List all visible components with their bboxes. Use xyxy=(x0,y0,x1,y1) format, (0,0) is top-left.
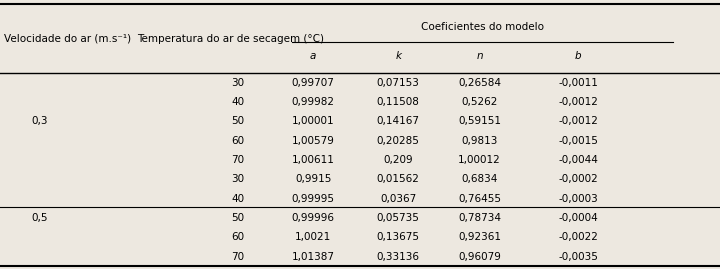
Text: -0,0002: -0,0002 xyxy=(558,174,598,184)
Text: 0,07153: 0,07153 xyxy=(377,78,420,88)
Text: Coeficientes do modelo: Coeficientes do modelo xyxy=(421,22,544,32)
Text: 0,14167: 0,14167 xyxy=(377,116,420,126)
Text: k: k xyxy=(395,51,401,62)
Text: 0,76455: 0,76455 xyxy=(458,194,501,204)
Text: 1,0021: 1,0021 xyxy=(295,232,331,242)
Text: 0,5262: 0,5262 xyxy=(462,97,498,107)
Text: -0,0012: -0,0012 xyxy=(558,116,598,126)
Text: 1,01387: 1,01387 xyxy=(292,252,335,262)
Text: -0,0003: -0,0003 xyxy=(558,194,598,204)
Text: -0,0035: -0,0035 xyxy=(558,252,598,262)
Text: -0,0004: -0,0004 xyxy=(558,213,598,223)
Text: 0,99996: 0,99996 xyxy=(292,213,335,223)
Text: 1,00579: 1,00579 xyxy=(292,136,335,146)
Text: Velocidade do ar (m.s⁻¹): Velocidade do ar (m.s⁻¹) xyxy=(4,34,131,44)
Text: 0,26584: 0,26584 xyxy=(458,78,501,88)
Text: 0,9813: 0,9813 xyxy=(462,136,498,146)
Text: b: b xyxy=(575,51,582,62)
Text: 1,00611: 1,00611 xyxy=(292,155,335,165)
Text: 40: 40 xyxy=(231,194,244,204)
Text: 0,13675: 0,13675 xyxy=(377,232,420,242)
Text: -0,0012: -0,0012 xyxy=(558,97,598,107)
Text: 0,01562: 0,01562 xyxy=(377,174,420,184)
Text: 0,78734: 0,78734 xyxy=(458,213,501,223)
Text: n: n xyxy=(476,51,483,62)
Text: 70: 70 xyxy=(231,155,244,165)
Text: 0,96079: 0,96079 xyxy=(458,252,501,262)
Text: 0,9915: 0,9915 xyxy=(295,174,331,184)
Text: 60: 60 xyxy=(231,232,244,242)
Text: Temperatura do ar de secagem (°C): Temperatura do ar de secagem (°C) xyxy=(137,34,324,44)
Text: 30: 30 xyxy=(231,174,244,184)
Text: 0,6834: 0,6834 xyxy=(462,174,498,184)
Text: 0,59151: 0,59151 xyxy=(458,116,501,126)
Text: 0,5: 0,5 xyxy=(32,213,48,223)
Text: 0,05735: 0,05735 xyxy=(377,213,420,223)
Text: -0,0011: -0,0011 xyxy=(558,78,598,88)
Text: 1,00001: 1,00001 xyxy=(292,116,335,126)
Text: a: a xyxy=(310,51,316,62)
Text: 60: 60 xyxy=(231,136,244,146)
Text: 50: 50 xyxy=(231,116,244,126)
Text: 1,00012: 1,00012 xyxy=(458,155,501,165)
Text: -0,0015: -0,0015 xyxy=(558,136,598,146)
Text: 50: 50 xyxy=(231,213,244,223)
Text: 0,99995: 0,99995 xyxy=(292,194,335,204)
Text: 0,11508: 0,11508 xyxy=(377,97,420,107)
Text: -0,0044: -0,0044 xyxy=(558,155,598,165)
Text: 30: 30 xyxy=(231,78,244,88)
Text: 0,20285: 0,20285 xyxy=(377,136,420,146)
Text: 70: 70 xyxy=(231,252,244,262)
Text: 0,3: 0,3 xyxy=(32,116,48,126)
Text: 0,33136: 0,33136 xyxy=(377,252,420,262)
Text: 0,99707: 0,99707 xyxy=(292,78,335,88)
Text: 40: 40 xyxy=(231,97,244,107)
Text: 0,0367: 0,0367 xyxy=(380,194,416,204)
Text: 0,99982: 0,99982 xyxy=(292,97,335,107)
Text: -0,0022: -0,0022 xyxy=(558,232,598,242)
Text: 0,92361: 0,92361 xyxy=(458,232,501,242)
Text: 0,209: 0,209 xyxy=(383,155,413,165)
